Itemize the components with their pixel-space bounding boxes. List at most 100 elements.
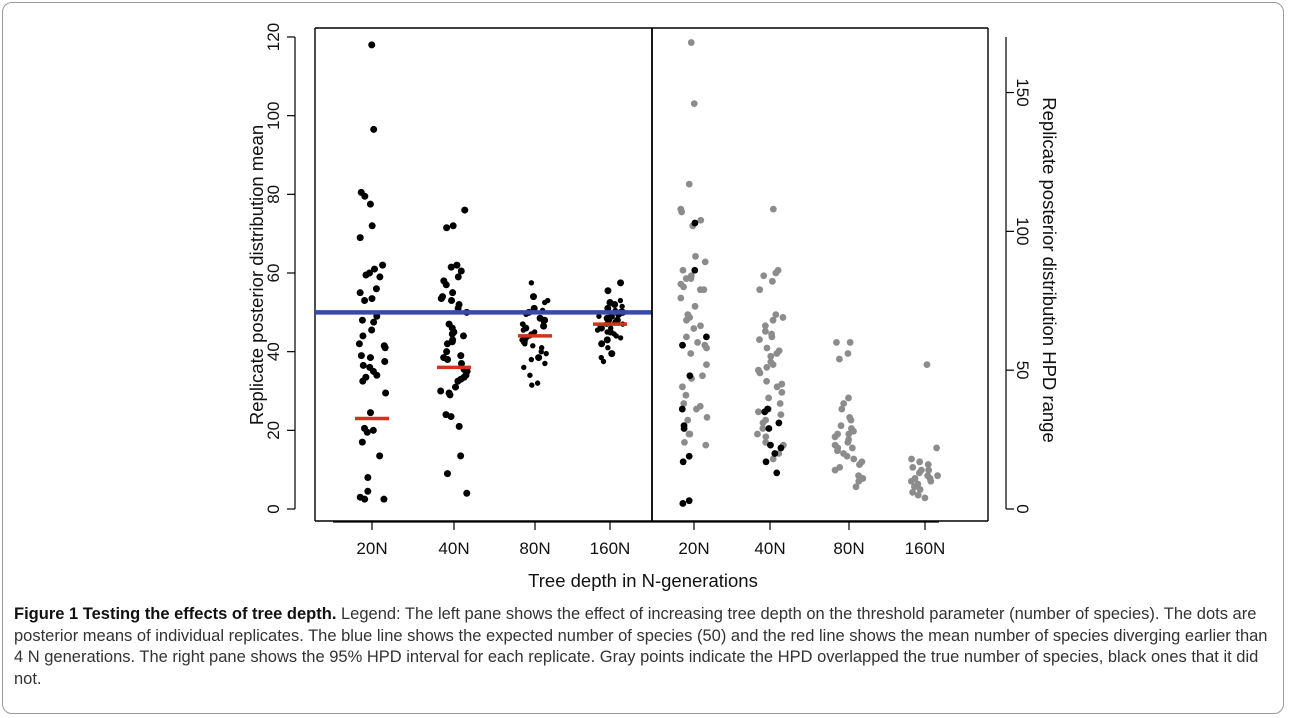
hpd-overlap-point (768, 277, 776, 285)
hpd-no-overlap-point (765, 425, 773, 432)
mean-point (611, 300, 619, 308)
mean-point (538, 345, 545, 351)
mean-point (454, 377, 462, 385)
mean-point (381, 358, 389, 365)
hpd-no-overlap-point (691, 266, 699, 274)
mean-point (459, 332, 467, 340)
mean-point (530, 343, 536, 349)
mean-point (527, 372, 533, 378)
hpd-overlap-point (687, 350, 695, 357)
mean-point (368, 295, 376, 303)
hpd-overlap-point (831, 466, 839, 474)
hpd-overlap-point (681, 438, 688, 446)
mean-point (449, 222, 457, 230)
mean-point (535, 354, 543, 362)
hpd-overlap-point (776, 400, 784, 407)
hpd-overlap-point (927, 477, 935, 485)
x-tick-label: 40N (754, 539, 785, 558)
mean-point (370, 318, 378, 326)
hpd-overlap-point (756, 369, 764, 377)
hpd-overlap-point (683, 316, 690, 324)
mean-point (366, 354, 374, 362)
right-y-ticks: 0 50 100 150 (1006, 78, 1032, 514)
hpd-overlap-point (772, 269, 780, 277)
hpd-no-overlap-point (703, 333, 710, 341)
figure-chart: 0 20 40 60 80 100 120 Replicate posterior dist… (246, 23, 1060, 591)
right-y-tick-label: 150 (1013, 78, 1032, 106)
right-y-axis-label: Replicate posterior distribution HPD ran… (1039, 97, 1060, 443)
hpd-overlap-point (761, 322, 769, 330)
mean-point (361, 297, 369, 305)
hpd-overlap-point (690, 100, 698, 108)
hpd-overlap-point (846, 339, 854, 346)
mean-point (534, 380, 541, 386)
hpd-no-overlap-point (773, 469, 781, 477)
mean-point (457, 452, 465, 460)
right-points (677, 39, 941, 507)
hpd-no-overlap-point (685, 452, 693, 460)
hpd-overlap-point (680, 400, 688, 407)
mean-point (600, 358, 607, 365)
mean-point (617, 297, 624, 304)
mean-point (619, 303, 625, 310)
x-tick-label: 20N (356, 539, 387, 558)
mean-point (443, 224, 451, 232)
mean-point (608, 350, 616, 358)
mean-point (446, 391, 454, 399)
hpd-overlap-point (847, 416, 855, 424)
hpd-no-overlap-point (691, 219, 699, 227)
hpd-overlap-point (754, 430, 761, 438)
right-y-tick-label: 0 (1013, 504, 1032, 513)
mean-point (594, 327, 601, 333)
mean-point (457, 352, 465, 360)
mean-point (540, 322, 548, 330)
left-panel-mean-chart: 0 20 40 60 80 100 120 Replicate posterior dist… (246, 23, 652, 522)
hpd-overlap-point (777, 411, 785, 418)
mean-point (542, 360, 548, 367)
mean-point (604, 329, 610, 335)
hpd-overlap-point (759, 419, 767, 427)
mean-point (449, 289, 457, 297)
mean-point (448, 297, 456, 305)
left-y-tick-label: 80 (264, 185, 283, 204)
left-y-tick-label: 20 (264, 421, 283, 440)
left-y-tick-label: 60 (264, 264, 283, 283)
mean-point (368, 326, 376, 334)
mean-point (359, 332, 367, 340)
hpd-overlap-point (687, 39, 695, 46)
hpd-overlap-point (855, 477, 863, 485)
mean-point (442, 281, 450, 289)
mean-point (447, 263, 455, 271)
hpd-no-overlap-point (680, 425, 688, 432)
x-tick-label: 40N (438, 539, 469, 558)
mean-point (521, 364, 527, 371)
x-tick-label: 80N (519, 539, 550, 558)
hpd-overlap-point (700, 286, 708, 294)
hpd-overlap-point (760, 272, 768, 280)
mean-point (461, 206, 469, 214)
hpd-overlap-point (779, 314, 787, 321)
mean-point (359, 361, 367, 369)
mean-point (529, 382, 535, 388)
hpd-no-overlap-point (679, 500, 687, 507)
hpd-overlap-point (685, 180, 693, 188)
mean-point (373, 371, 381, 379)
hpd-overlap-point (679, 266, 687, 274)
left-y-tick-label: 0 (264, 504, 283, 513)
mean-point (543, 350, 549, 357)
hpd-no-overlap-point (771, 450, 779, 457)
hpd-overlap-point (699, 372, 706, 380)
hpd-overlap-point (769, 316, 777, 324)
hpd-no-overlap-point (762, 458, 770, 466)
mean-point (437, 387, 445, 395)
mean-point (453, 261, 461, 269)
hpd-overlap-point (763, 364, 771, 371)
hpd-overlap-point (924, 461, 932, 468)
left-y-tick-label: 40 (264, 342, 283, 361)
hpd-overlap-point (923, 361, 931, 369)
mean-point (520, 327, 527, 333)
hpd-overlap-point (769, 205, 777, 213)
mean-point (528, 280, 535, 286)
mean-point (604, 287, 612, 295)
